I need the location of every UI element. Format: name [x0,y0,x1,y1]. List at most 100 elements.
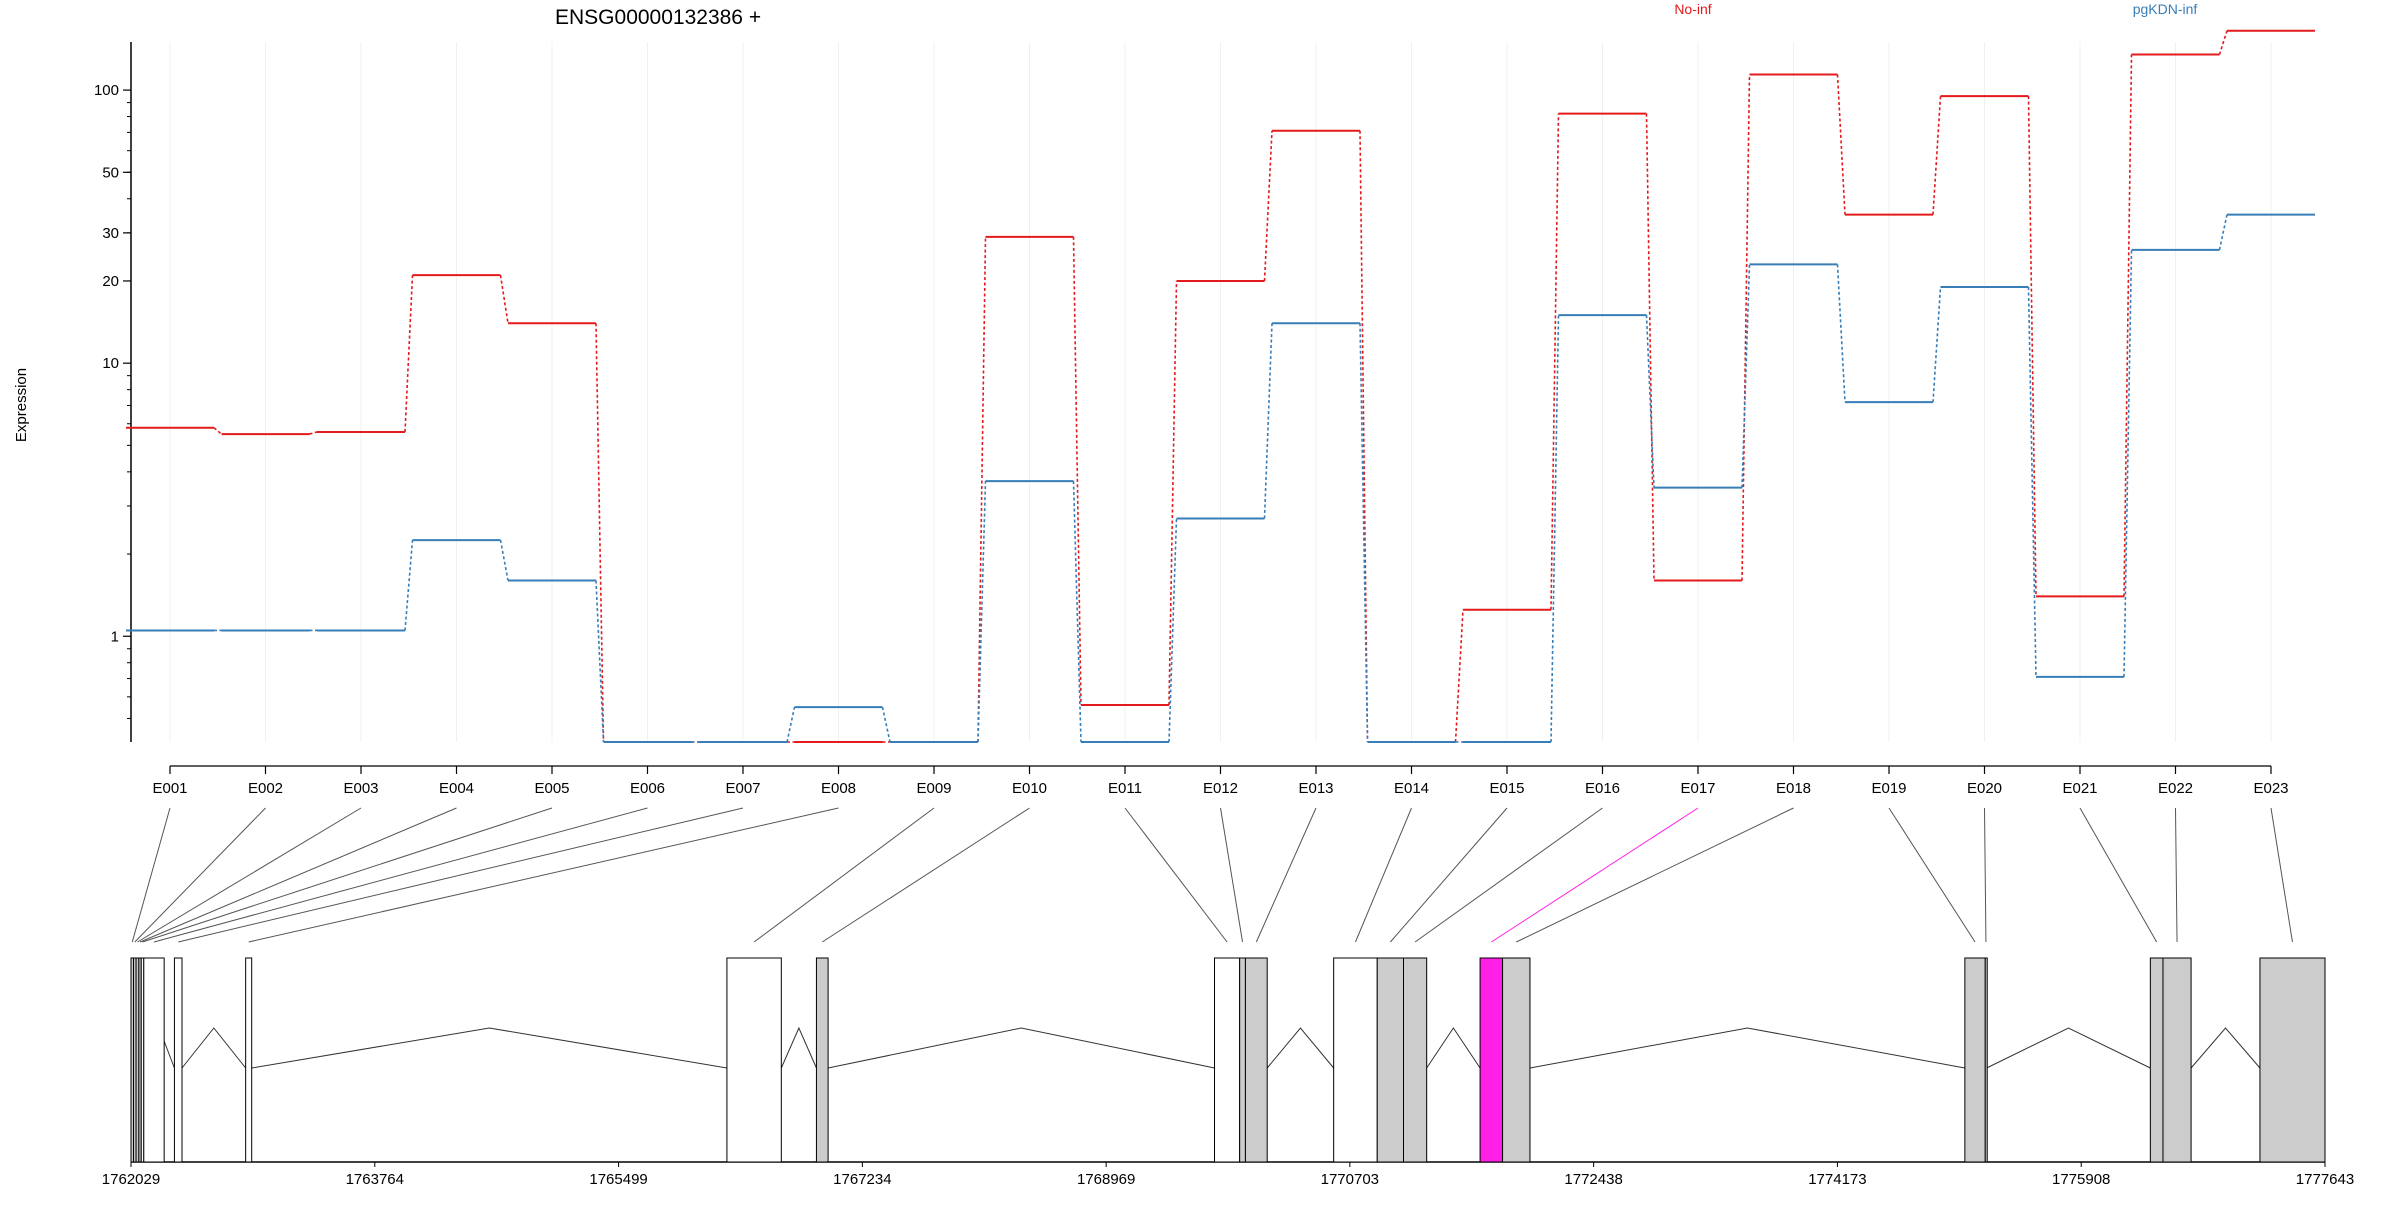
exon-bin-e010 [815,957,829,1163]
series-1-connector-e005 [595,323,605,743]
exon-bin-e021 [2149,957,2164,1163]
y-axis-label: Expression [13,368,30,442]
x-tick-label-e011: E011 [1108,780,1142,797]
series-1-connector-e014 [1454,609,1464,743]
series [126,29,2315,743]
axes: 1 10 20 30 50 100 E001 E002 E003 E004 E005 E006 E007… [94,42,2289,797]
series-2-connector-e017 [1741,264,1751,488]
series-1-connector-e013 [1359,130,1369,743]
x-tick-label-e019: E019 [1871,780,1906,797]
series-1-connector-e012 [1263,130,1273,282]
connector-e014 [1354,807,1412,943]
intron-3 [251,1027,728,1069]
series-1-connector-e017 [1741,74,1751,581]
series-2-connector-e011 [1168,518,1178,743]
gene-model: 1762029 1763764 1765499 1767234 1768969 17707… [102,957,2354,1188]
series-2-connector-e020 [2027,287,2037,677]
x-tick-label-e021: E021 [2062,780,2097,797]
grid [169,42,2272,742]
connector-e001 [131,807,171,943]
connector-e007 [178,807,744,943]
connector-e004 [139,807,457,943]
connector-e013 [1255,807,1317,943]
exon-bin-e014 [1333,957,1378,1163]
intron-7 [1426,1027,1481,1069]
series-2-connector-e012 [1263,323,1273,519]
exon-bin-e013 [1244,957,1268,1163]
connector-e003 [137,807,362,943]
x-tick-label-e022: E022 [2158,780,2193,797]
exon-bin-e008 [245,957,253,1163]
series-2-connector-e003 [404,540,414,631]
series-2-connector-e005 [595,580,605,743]
x-tick-label-e006: E006 [630,780,665,797]
x-tick-label-e012: E012 [1203,780,1238,797]
exon-connectors [131,807,2293,943]
series-2-connector-e015 [1550,315,1560,743]
coord-label-1774173: 1774173 [1808,1171,1866,1188]
exon-bin-e011 [1214,957,1241,1163]
exon-bin-e020 [1984,957,1988,1163]
exon-bin-e007 [173,957,183,1163]
connector-e015 [1389,807,1508,943]
connector-e009 [753,807,935,943]
x-tick-label-e005: E005 [534,780,569,797]
series-1-connector-e004 [499,275,509,324]
intron-5 [827,1027,1215,1069]
coord-label-1775908: 1775908 [2052,1171,2110,1188]
connector-e017 [1491,807,1699,943]
x-tick-label-e016: E016 [1585,780,1620,797]
y-tick-label-50: 50 [102,164,119,181]
y-tick-label-30: 30 [102,225,119,242]
series-1-connector-e021 [2123,54,2133,597]
series-1-connector-e009 [977,236,987,743]
connector-e016 [1414,807,1603,943]
connector-e002 [134,807,266,943]
intron-6 [1266,1027,1335,1069]
coord-label-1770703: 1770703 [1321,1171,1379,1188]
exon-bin-e017 [1479,957,1504,1163]
coord-label-1765499: 1765499 [589,1171,647,1188]
x-tick-label-e013: E013 [1298,780,1333,797]
series-1-connector-e010 [1072,236,1082,706]
coord-label-1777643: 1777643 [2296,1171,2354,1188]
intron-9 [1986,1027,2151,1069]
x-tick-label-e017: E017 [1680,780,1715,797]
series-1-connector-e019 [1932,96,1942,215]
x-tick-label-e001: E001 [152,780,187,797]
x-tick-label-e020: E020 [1967,780,2002,797]
series-2-connector-e013 [1359,323,1369,743]
x-tick-label-e015: E015 [1489,780,1524,797]
coord-label-1772438: 1772438 [1564,1171,1622,1188]
series-1-connector-e018 [1836,74,1846,215]
series-1-connector-e020 [2027,96,2037,597]
series-2-connector-e019 [1932,286,1942,403]
y-tick-label-100: 100 [94,82,119,99]
series-1-connector-e003 [404,275,414,432]
exon-bin-e015 [1376,957,1405,1163]
exon-bin-e016 [1403,957,1428,1163]
y-tick-label-20: 20 [102,273,119,290]
exon-bin-e022 [2162,957,2192,1163]
x-tick-label-e002: E002 [248,780,283,797]
connector-e012 [1220,807,1244,943]
x-tick-label-e023: E023 [2253,780,2288,797]
x-tick-label-e014: E014 [1394,780,1429,797]
intron-4 [780,1026,817,1069]
coord-label-1767234: 1767234 [833,1171,891,1188]
connector-e011 [1124,807,1228,943]
connector-e022 [2175,807,2178,943]
connector-e020 [1984,807,1987,943]
intron-2 [181,1027,247,1069]
series-2-connector-e022 [2218,214,2228,251]
intron-10 [2190,1027,2261,1069]
series-2-connector-e016 [1645,315,1655,488]
x-tick-label-e010: E010 [1012,780,1047,797]
connector-e023 [2270,807,2293,943]
connector-e018 [1516,807,1794,943]
series-2-connector-e007 [786,706,796,743]
x-tick-label-e004: E004 [439,780,474,797]
series-1-connector-e011 [1168,280,1178,706]
